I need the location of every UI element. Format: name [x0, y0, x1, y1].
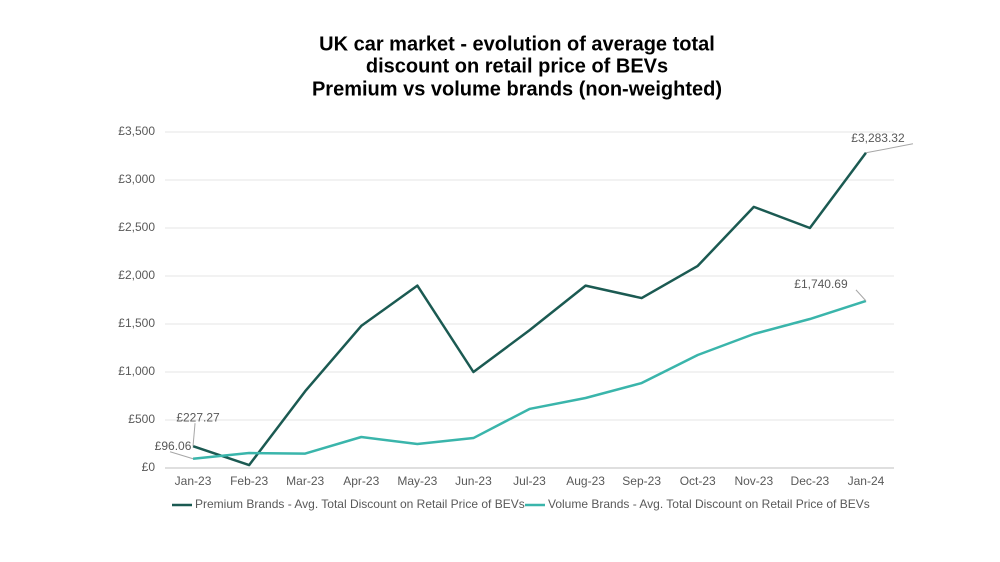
y-tick-label: £2,500	[118, 220, 155, 234]
x-tick-label: Oct-23	[680, 474, 716, 488]
data-label: £227.27	[176, 410, 220, 424]
x-tick-label: May-23	[397, 474, 437, 488]
chart-title: UK car market - evolution of average tot…	[319, 33, 715, 55]
y-tick-label: £1,500	[118, 316, 155, 330]
chart-title: Premium vs volume brands (non-weighted)	[312, 78, 722, 100]
series-line	[192, 299, 867, 461]
x-tick-label: Aug-23	[566, 474, 605, 488]
chart-title: discount on retail price of BEVs	[366, 55, 668, 77]
data-label: £1,740.69	[794, 277, 848, 291]
x-tick-label: Sep-23	[622, 474, 661, 488]
x-tick-label: Jan-23	[175, 474, 212, 488]
y-tick-label: £3,000	[118, 172, 155, 186]
y-tick-label: £2,000	[118, 268, 155, 282]
leader-line	[855, 289, 867, 302]
series-line	[192, 152, 867, 467]
data-label: £3,283.32	[851, 131, 905, 145]
leader-line	[169, 451, 194, 460]
x-tick-label: Apr-23	[343, 474, 379, 488]
x-tick-label: Feb-23	[230, 474, 268, 488]
y-tick-label: £0	[142, 460, 156, 474]
x-tick-label: Jul-23	[513, 474, 546, 488]
leader-line	[865, 143, 914, 154]
leader-line	[192, 423, 196, 447]
legend-label: Volume Brands - Avg. Total Discount on R…	[548, 497, 870, 511]
x-tick-label: Jan-24	[848, 474, 885, 488]
x-tick-label: Dec-23	[791, 474, 830, 488]
x-tick-label: Nov-23	[734, 474, 773, 488]
x-tick-label: Mar-23	[286, 474, 324, 488]
data-label: £96.06	[155, 439, 192, 453]
x-tick-label: Jun-23	[455, 474, 492, 488]
y-tick-label: £500	[128, 412, 155, 426]
y-tick-label: £1,000	[118, 364, 155, 378]
y-tick-label: £3,500	[118, 124, 155, 138]
legend-label: Premium Brands - Avg. Total Discount on …	[195, 497, 525, 511]
